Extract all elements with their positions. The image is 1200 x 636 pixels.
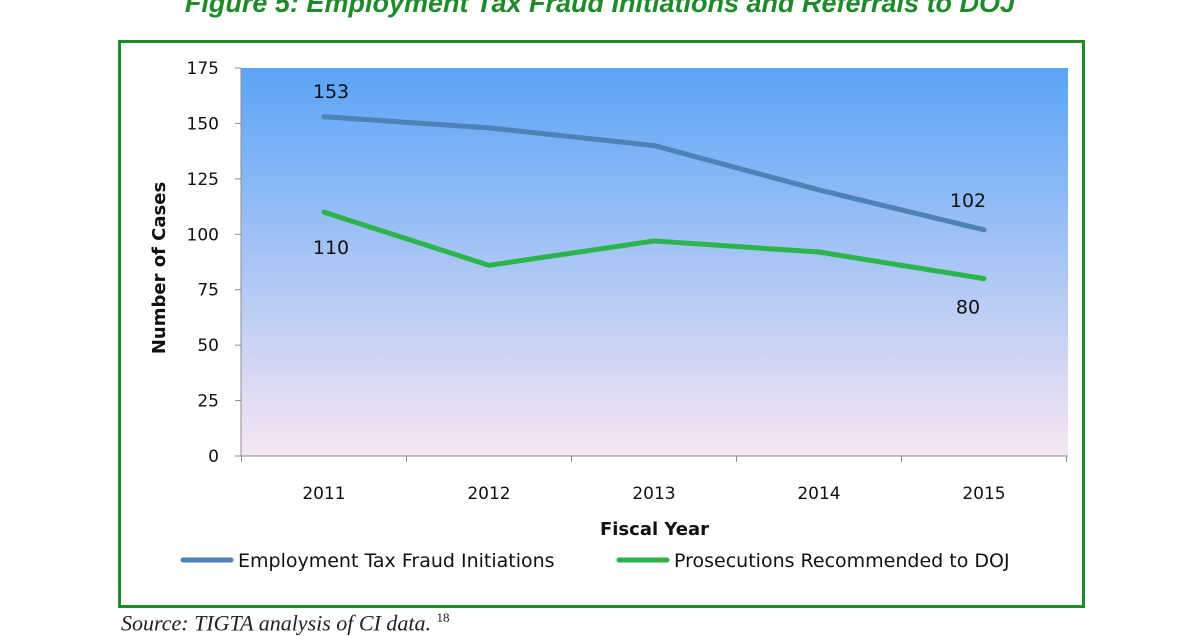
y-tick-label: 25 [197,392,219,412]
data-label: 153 [313,81,349,103]
y-tick-label: 75 [197,281,219,301]
figure-title: Figure 5: Employment Tax Fraud Initiatio… [184,0,1016,18]
plot-area [241,68,1068,456]
legend-label: Employment Tax Fraud Initiations [238,550,555,572]
x-axis-title: Fiscal Year [600,519,709,540]
y-tick-label: 100 [187,225,219,245]
x-tick-label: 2013 [632,484,675,504]
x-tick-label: 2011 [302,484,345,504]
data-label: 110 [313,237,349,259]
chart-frame: 0 25 50 75 100 125 150 175 2011 2012 2013 2014 2015 F… [118,40,1085,608]
data-label: 80 [956,297,980,319]
data-label: 102 [950,190,986,212]
legend: Employment Tax Fraud Initiations Prosecut… [180,550,1010,572]
source-note: Source: TIGTA analysis of CI data. 18 [121,610,450,636]
y-tick-label: 0 [208,447,219,467]
x-tick-label: 2015 [962,484,1005,504]
source-text: Source: TIGTA analysis of CI data. [121,610,432,636]
line-chart: 0 25 50 75 100 125 150 175 2011 2012 2013 2014 2015 F… [149,59,1068,572]
footnote-marker: 18 [436,610,450,625]
y-tick-label: 175 [187,59,219,79]
series-line-initiations [321,114,987,233]
y-tick-label: 50 [197,336,219,356]
y-axis-title: Number of Cases [149,182,170,354]
y-tick-label: 150 [187,114,219,134]
series-line-prosecutions [321,209,987,282]
y-tick-label: 125 [187,170,219,190]
x-tick-label: 2012 [467,484,510,504]
x-tick-label: 2014 [797,484,840,504]
legend-label: Prosecutions Recommended to DOJ [674,550,1010,572]
